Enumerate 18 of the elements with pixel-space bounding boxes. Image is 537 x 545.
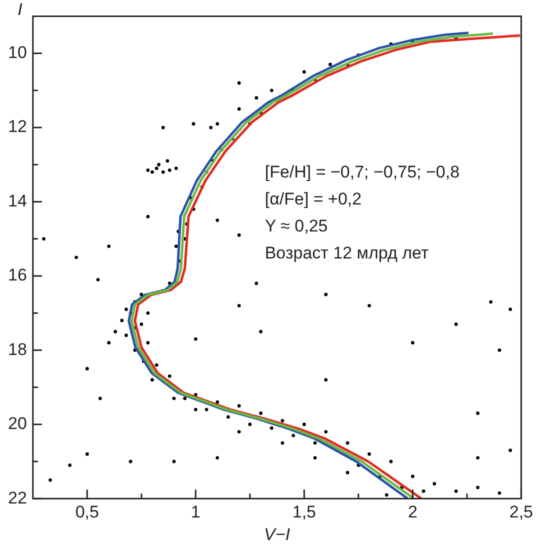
annotation: Возраст 12 млрд лет [264, 244, 429, 263]
y-tick-label: 16 [8, 266, 27, 285]
x-tick-label: 1,5 [292, 502, 316, 522]
x-tick-label: 2 [408, 502, 418, 522]
y-axis-title: I [18, 0, 23, 20]
y-tick-label: 20 [8, 414, 27, 434]
annotation: [Fe/H] = −0,7; −0,75; −0,8 [264, 162, 460, 182]
x-axis-title: V−I [264, 525, 290, 544]
annotation: Y ≈ 0,25 [264, 216, 328, 236]
x-tick-label: 0,5 [75, 502, 99, 522]
y-tick-label: 18 [8, 340, 27, 359]
annotation: [α/Fe] = +0,2 [264, 190, 362, 209]
y-tick-label: 10 [8, 42, 27, 62]
x-tick-label: 1 [190, 502, 200, 522]
y-tick-label: 12 [8, 117, 27, 136]
y-tick-label: 22 [8, 488, 27, 508]
x-tick-label: 2,5 [509, 502, 534, 522]
y-tick-label: 14 [8, 191, 27, 210]
